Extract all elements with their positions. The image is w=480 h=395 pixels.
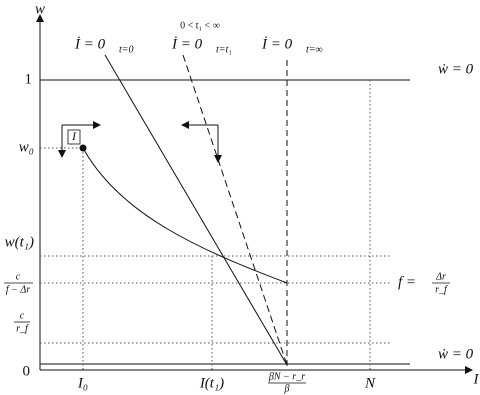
y-axis-label: w	[35, 1, 45, 17]
x-label-den: β	[284, 383, 290, 394]
isocline-label: İ = 0	[74, 36, 106, 52]
right-label-num: Δr	[435, 271, 446, 282]
right-label: ẇ = 0	[438, 346, 474, 362]
right-label: f =	[398, 274, 416, 290]
isocline-label: İ = 0	[171, 36, 203, 52]
point-label: I	[71, 129, 77, 143]
right-label-den: r_f	[435, 284, 448, 295]
isocline-sub: t=t₁	[216, 44, 232, 55]
top-note: 0 < t₁ < ∞	[180, 20, 220, 31]
isocline-label: İ = 0	[261, 36, 293, 52]
y-label-den: f − Δr	[6, 284, 30, 295]
y-label-num: c	[20, 310, 25, 321]
arrows	[58, 121, 222, 163]
x-axis-label: I	[473, 371, 480, 387]
x-label: N	[364, 375, 376, 391]
y-label-den: r_f	[16, 323, 29, 334]
isocline-sub: t=0	[119, 44, 134, 55]
y-label-num: c	[16, 271, 21, 282]
origin-label: 0	[23, 363, 31, 379]
x-label: I(t₁)	[199, 375, 224, 391]
isocline-t1	[182, 54, 288, 366]
isocline-t0	[104, 54, 288, 366]
start-point	[79, 144, 87, 152]
x-label-num: βN − r_r	[268, 371, 305, 382]
isocline-sub: t=∞	[306, 44, 323, 55]
guides	[40, 80, 390, 370]
axes	[36, 14, 473, 374]
y-label: w(t₁)	[5, 234, 34, 250]
right-label: ẇ = 0	[438, 61, 474, 77]
point-box	[67, 129, 81, 145]
trajectory	[82, 147, 288, 284]
x-label: I₀	[77, 375, 88, 391]
y-label: 1	[25, 71, 33, 87]
y-label: w₀	[19, 139, 34, 155]
